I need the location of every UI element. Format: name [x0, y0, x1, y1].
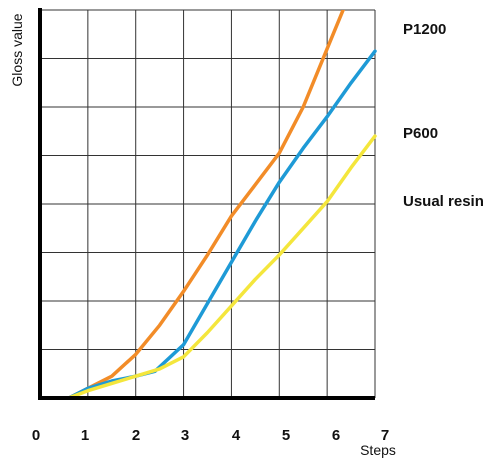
series-line-p600 — [66, 49, 377, 398]
x-tick-labels: 0 1 2 3 4 5 6 7 — [32, 427, 389, 444]
series-label-usual-resin: Usual resin — [403, 193, 484, 210]
series-label-p1200: P1200 — [403, 21, 446, 38]
x-tick-label: 4 — [232, 427, 241, 444]
series-line-p1200 — [66, 10, 345, 398]
series-layer — [66, 10, 377, 398]
series-line-usual-resin — [66, 134, 377, 398]
x-tick-label: 7 — [381, 427, 389, 444]
x-axis-label: Steps — [360, 442, 396, 458]
x-tick-label: 5 — [282, 427, 290, 444]
x-tick-label: 1 — [81, 427, 89, 444]
x-tick-label: 2 — [132, 427, 140, 444]
x-tick-label: 0 — [32, 427, 40, 444]
x-tick-label: 6 — [332, 427, 340, 444]
series-label-p600: P600 — [403, 125, 438, 142]
series-labels: P1200 P600 Usual resin — [403, 21, 484, 210]
x-tick-label: 3 — [181, 427, 189, 444]
grid — [39, 9, 376, 399]
axes — [38, 8, 375, 400]
y-axis-label: Gloss value — [9, 13, 25, 86]
